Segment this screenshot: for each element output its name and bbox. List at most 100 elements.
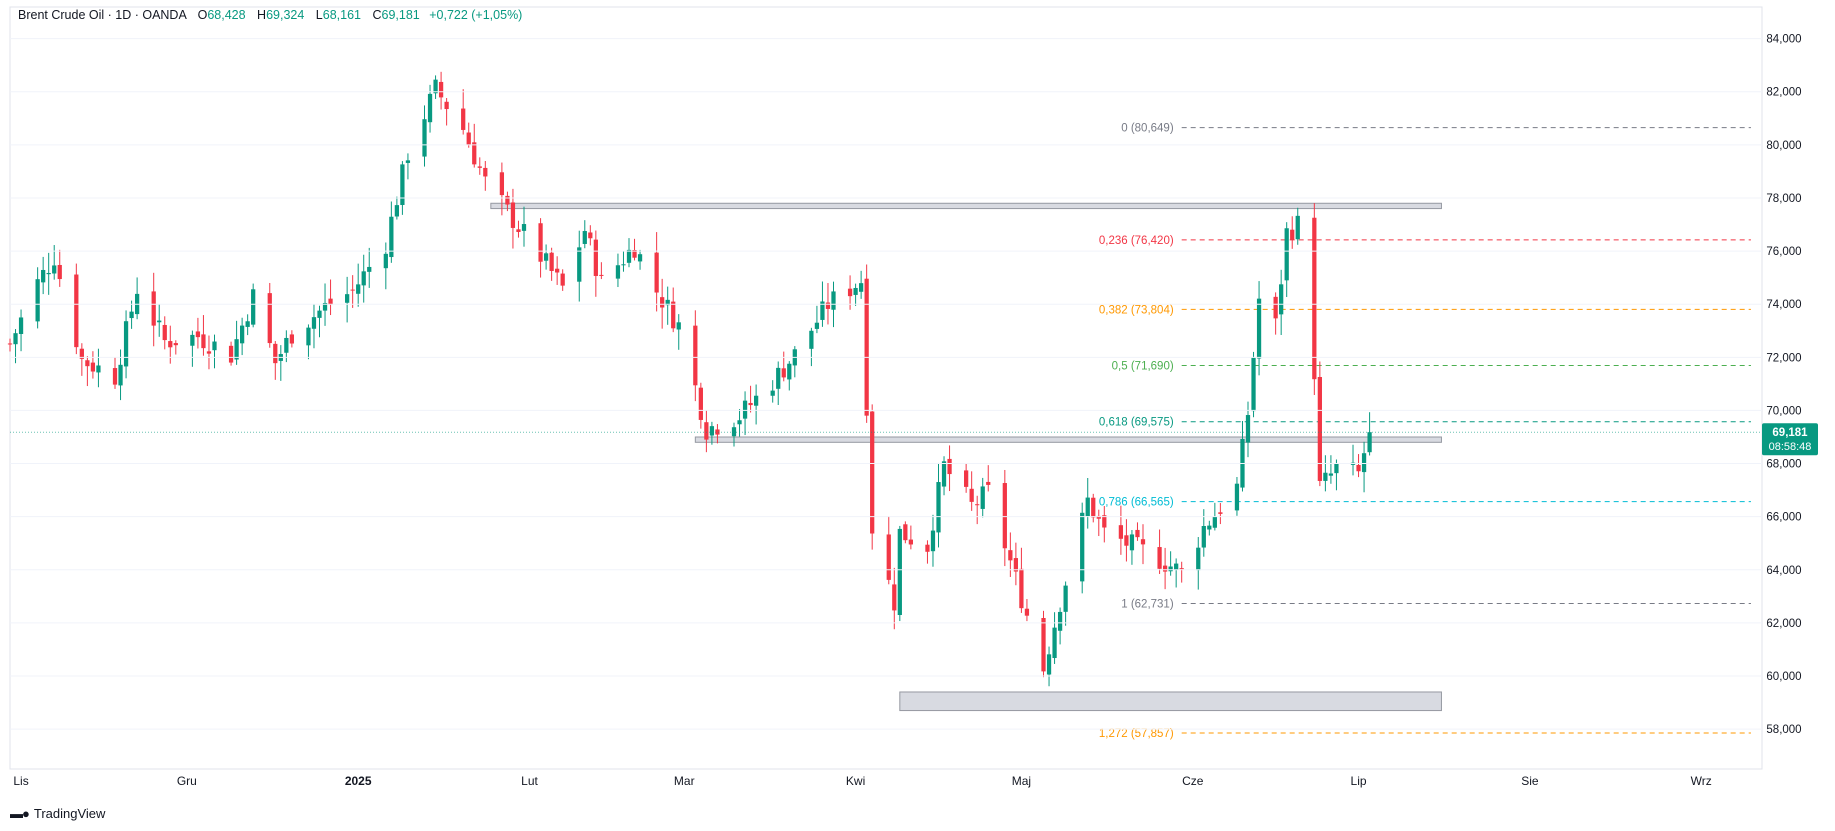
candle: [85, 356, 90, 387]
candle-body: [1174, 563, 1179, 570]
x-tick-label: Cze: [1182, 774, 1204, 788]
candle-body: [461, 108, 466, 130]
candle-body: [1179, 568, 1184, 570]
candle: [1295, 207, 1300, 245]
candle-body: [367, 266, 372, 272]
candle: [593, 230, 598, 297]
candle: [1273, 292, 1278, 335]
candle: [671, 287, 676, 333]
candle-body: [427, 93, 433, 123]
candle-body: [400, 164, 405, 205]
zones-layer: [490, 202, 1442, 712]
candle: [809, 327, 814, 367]
candle-body: [472, 142, 477, 165]
candle-body: [770, 390, 775, 396]
candle-body: [483, 167, 488, 177]
candle: [1284, 222, 1289, 298]
y-tick-label: 64,000: [1766, 565, 1801, 577]
price-badge-countdown: 08:58:48: [1769, 441, 1812, 453]
candle: [964, 463, 969, 493]
open-value: 68,428: [207, 8, 246, 22]
candle-body: [1251, 357, 1256, 412]
candle: [74, 263, 79, 355]
candle: [157, 304, 162, 337]
candle: [1157, 529, 1162, 574]
candle-body: [820, 301, 825, 320]
candle-body: [306, 327, 311, 346]
candle: [1350, 444, 1356, 476]
candles-layer: [7, 71, 1372, 687]
candle: [555, 256, 560, 285]
candle: [975, 495, 980, 525]
candle: [1019, 547, 1024, 613]
candle: [267, 282, 272, 348]
x-tick-label: 2025: [345, 774, 372, 788]
candle: [753, 384, 759, 425]
y-tick-label: 84,000: [1766, 34, 1801, 46]
candle: [317, 305, 322, 338]
candle-body: [864, 278, 869, 416]
fib-label-1: 1 (62,731): [1121, 599, 1174, 611]
candle-body: [521, 224, 527, 231]
candle-body: [543, 253, 549, 261]
candle-body: [157, 320, 162, 323]
candle-body: [925, 544, 930, 552]
candle: [350, 275, 355, 308]
open-label: O: [197, 8, 208, 22]
candle: [621, 251, 626, 272]
candle: [162, 316, 167, 350]
candle-body: [936, 482, 941, 533]
candle: [1063, 581, 1068, 626]
candle-body: [781, 368, 786, 378]
candle-body: [787, 363, 792, 380]
low-value: 68,161: [322, 8, 361, 22]
candle: [173, 340, 178, 355]
candle: [1168, 551, 1173, 576]
candle-body: [289, 334, 294, 344]
candle: [7, 338, 13, 352]
candle: [289, 330, 294, 348]
candle: [654, 232, 659, 312]
candle-body: [709, 426, 715, 436]
candle: [770, 380, 775, 403]
candle-body: [35, 279, 40, 322]
candle-body: [671, 301, 676, 329]
candle: [1207, 520, 1212, 536]
candle-body: [964, 470, 969, 487]
candle: [118, 349, 123, 401]
candle-body: [361, 271, 366, 286]
y-tick-label: 76,000: [1766, 246, 1801, 258]
candle-body: [538, 223, 543, 262]
candle-body: [46, 272, 51, 275]
candle-body: [582, 231, 587, 244]
candle-body: [422, 119, 427, 157]
candle: [1179, 561, 1184, 583]
candle: [626, 238, 632, 268]
candle-body: [1356, 464, 1361, 472]
y-tick-label: 68,000: [1766, 459, 1801, 471]
candle-body: [267, 293, 272, 344]
candle-body: [1162, 565, 1168, 572]
candle: [864, 264, 869, 423]
candle: [521, 206, 527, 247]
candle-body: [665, 299, 670, 306]
candle: [1234, 477, 1240, 516]
tradingview-branding[interactable]: ▬● TradingView: [10, 806, 105, 821]
candle: [859, 270, 864, 299]
candle-body: [980, 486, 985, 509]
resistance-zone: [490, 202, 1442, 210]
candle: [787, 361, 792, 391]
plot-frame: [9, 6, 1763, 770]
candle-body: [173, 343, 178, 346]
candle-body: [1212, 516, 1217, 528]
candle: [505, 191, 510, 212]
candle-body: [245, 321, 250, 327]
candle-body: [444, 101, 449, 110]
candle: [1013, 542, 1019, 586]
candle-body: [1256, 298, 1262, 359]
candle-body: [284, 337, 289, 353]
fib-label-0: 0 (80,649): [1121, 123, 1174, 135]
candle-body: [831, 291, 836, 310]
